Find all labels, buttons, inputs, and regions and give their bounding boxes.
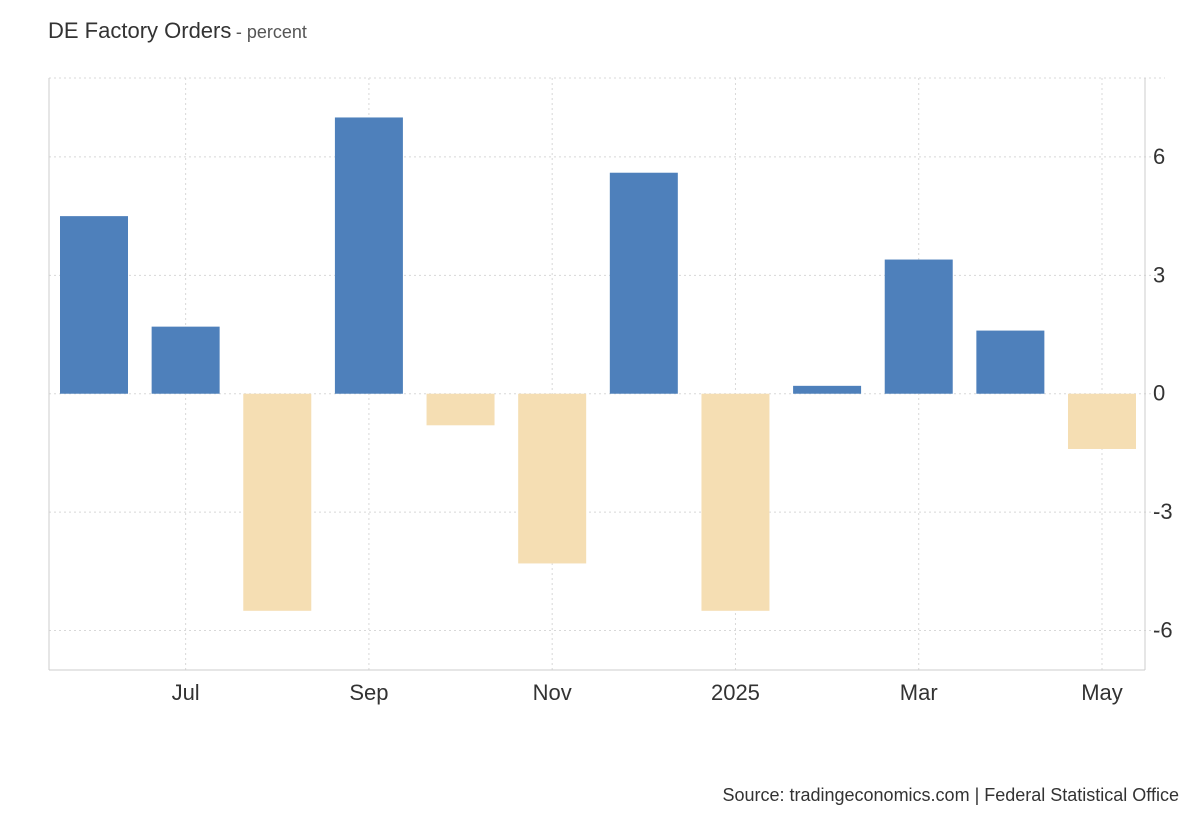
bar-2025-01 (701, 393, 770, 611)
x-tick-label-2025-05: May (1081, 680, 1123, 705)
bar-2024-09 (334, 117, 403, 394)
bar-2024-10 (426, 393, 495, 426)
y-tick-label: 3 (1153, 262, 1165, 287)
chart-subtitle: - percent (235, 22, 307, 42)
x-tick-label-2024-09: Sep (349, 680, 388, 705)
bar-2024-11 (518, 393, 587, 564)
source-caption: Source: tradingeconomics.com | Federal S… (722, 785, 1179, 805)
bar-2024-06 (60, 216, 128, 394)
bar-2024-12 (609, 172, 678, 394)
bar-2025-02 (793, 385, 862, 394)
y-tick-label: 0 (1153, 381, 1165, 406)
y-tick-label: -3 (1153, 499, 1173, 524)
bar-2025-04 (976, 330, 1045, 394)
x-tick-label-2025-01: 2025 (711, 680, 760, 705)
x-tick-label-2025-03: Mar (900, 680, 938, 705)
y-tick-label: -6 (1153, 618, 1173, 643)
x-tick-label-2024-07: Jul (172, 680, 200, 705)
bar-2025-05 (1068, 393, 1136, 449)
x-tick-label-2024-11: Nov (533, 680, 572, 705)
bar-2024-07 (151, 326, 220, 394)
y-tick-label: 6 (1153, 144, 1165, 169)
bar-2025-03 (884, 259, 953, 394)
bar-2024-08 (243, 393, 312, 611)
chart-title: DE Factory Orders (48, 18, 232, 43)
chart-title-block: DE Factory Orders - percent (48, 18, 307, 44)
